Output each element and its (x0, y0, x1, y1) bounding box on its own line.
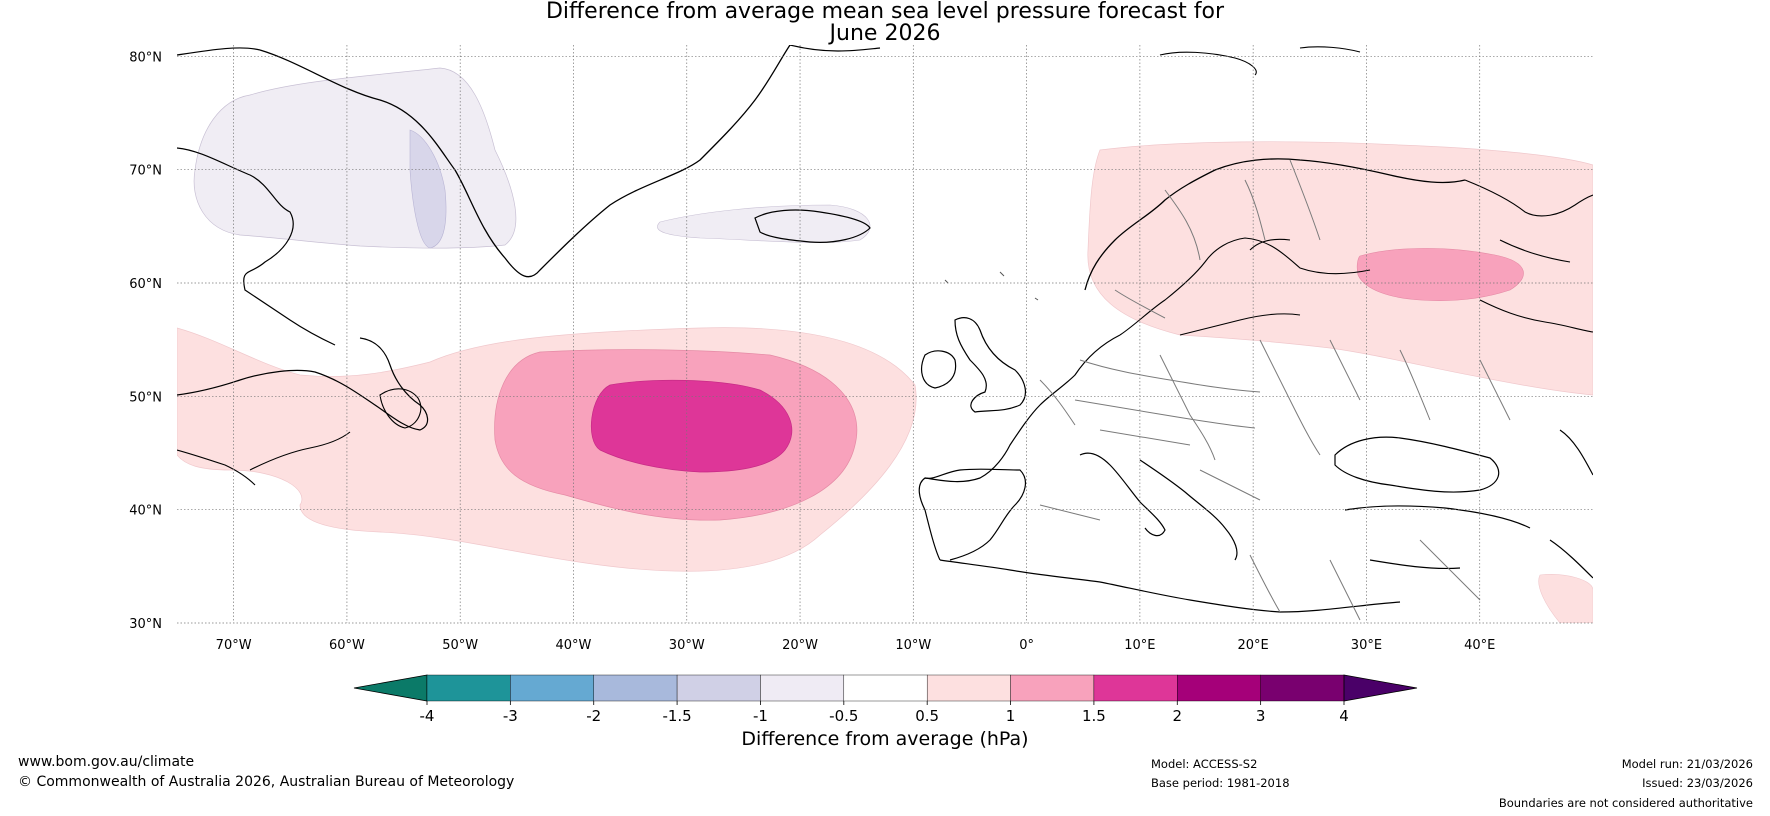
coastline-caspian (1549, 429, 1593, 579)
footer-disclaimer: Boundaries are not considered authoritat… (1498, 796, 1753, 810)
lat-tick-label: 40°N (129, 504, 162, 519)
colorbar-tick-label: 0.5 (915, 707, 939, 725)
colorbar-tick-label: -2 (586, 707, 601, 725)
islands-svalbard (1159, 46, 1361, 76)
coastline-greenland (259, 45, 791, 278)
coastline-norway (1084, 158, 1466, 291)
colorbar-segment (1010, 674, 1095, 702)
coastline-baltic (1179, 238, 1301, 336)
lat-tick-label: 70°N (129, 164, 162, 179)
colorbar (353, 674, 1418, 702)
colorbar-tick-label: -1 (753, 707, 768, 725)
coastline-ireland (921, 350, 957, 389)
anomaly-contour-mideast-0.5 (1538, 574, 1593, 623)
map-plot-area (177, 45, 1593, 623)
colorbar-tick-label: 4 (1339, 707, 1349, 725)
anomaly-contour-russia-1 (1356, 248, 1524, 301)
latitude-labels: 80°N 70°N 60°N 50°N 40°N 30°N (129, 50, 162, 632)
coastline-russia-north (1479, 299, 1593, 333)
colorbar-segment (843, 674, 928, 702)
colorbar-extend-high (1343, 674, 1418, 702)
coastline-north-africa (939, 559, 1401, 613)
coastline-newfoundland (379, 388, 422, 429)
colorbar-segment (426, 674, 511, 702)
anomaly-contour-atlantic-1.5 (590, 379, 793, 473)
chart-title-line-2: June 2026 (829, 21, 941, 46)
lat-tick-label: 60°N (129, 277, 162, 292)
colorbar-segment (1260, 674, 1345, 702)
coastline-italy (1079, 452, 1166, 537)
colorbar-tick-label: 3 (1256, 707, 1266, 725)
islands-faroe-shetland (944, 271, 1039, 301)
colorbar-extend-low (353, 674, 428, 702)
lat-tick-label: 50°N (129, 390, 162, 405)
colorbar-segment (1177, 674, 1261, 702)
colorbar-segment (593, 674, 678, 702)
footer-model-run: Model run: 21/03/2026 (1621, 757, 1753, 771)
coastline-nova-scotia (177, 431, 351, 486)
coastline-greenland-north (177, 45, 881, 56)
colorbar-segment (1093, 674, 1178, 702)
colorbar-segment (510, 674, 594, 702)
footer-copyright: © Commonwealth of Australia 2026, Austra… (18, 774, 515, 790)
anomaly-contour-greenland-inner (409, 129, 447, 249)
coastline-europe-west (918, 334, 1121, 561)
colorbar-ticks: -4 -3 -2 -1.5 -1 -0.5 0.5 1 1.5 2 3 4 (420, 701, 1349, 725)
colorbar-tick-label: -3 (503, 707, 518, 725)
lon-tick-label: 10°W (895, 638, 931, 653)
footer-model: Model: ACCESS-S2 (1151, 757, 1258, 771)
graticule (177, 45, 1593, 624)
coastline-iberia (924, 468, 1027, 561)
colorbar-tick-label: -4 (420, 707, 435, 725)
lon-tick-label: 10°E (1124, 638, 1155, 653)
anomaly-contour-iceland (657, 204, 871, 243)
chart-title-line-1: Difference from average mean sea level p… (545, 0, 1225, 24)
lon-tick-label: 20°W (782, 638, 818, 653)
footer-issued: Issued: 23/03/2026 (1642, 776, 1753, 790)
longitude-labels: 70°W 60°W 50°W 40°W 30°W 20°W 10°W 0° 10°E 20°E 30… (216, 638, 1496, 653)
coastline-black-sea (1334, 436, 1500, 493)
anomaly-contour-europe-0.5 (1087, 141, 1593, 396)
lon-tick-label: 30°W (669, 638, 705, 653)
coastline-sweden-finland (1119, 237, 1371, 336)
coastline-iceland (754, 209, 871, 243)
lon-tick-label: 40°W (556, 638, 592, 653)
lon-tick-label: 60°W (329, 638, 365, 653)
colorbar-tick-label: -1.5 (662, 707, 691, 725)
lon-tick-label: 50°W (442, 638, 478, 653)
colorbar-tick-label: 1 (1006, 707, 1016, 725)
coastline-great-britain (954, 317, 1027, 413)
anomaly-contour-greenland (193, 67, 517, 249)
coastline-baffin (177, 147, 336, 346)
footer-base-period: Base period: 1981-2018 (1151, 776, 1290, 790)
colorbar-tick-label: 1.5 (1082, 707, 1106, 725)
lat-tick-label: 30°N (129, 617, 162, 632)
lon-tick-label: 30°E (1351, 638, 1382, 653)
coastline-labrador (177, 337, 429, 431)
lon-tick-label: 70°W (216, 638, 252, 653)
colorbar-tick-label: 2 (1172, 707, 1182, 725)
colorbar-segment (926, 674, 1011, 702)
coastline-turkey (1344, 505, 1531, 570)
lat-tick-label: 80°N (129, 50, 162, 65)
colorbar-segment (676, 674, 761, 702)
lon-tick-label: 0° (1019, 638, 1034, 653)
coastline-kola (1464, 179, 1593, 263)
footer-website: www.bom.gov.au/climate (18, 754, 195, 770)
lon-tick-label: 20°E (1238, 638, 1269, 653)
lon-tick-label: 40°E (1464, 638, 1495, 653)
colorbar-label: Difference from average (hPa) (741, 728, 1028, 750)
colorbar-segment (760, 674, 845, 702)
colorbar-tick-label: -0.5 (829, 707, 858, 725)
